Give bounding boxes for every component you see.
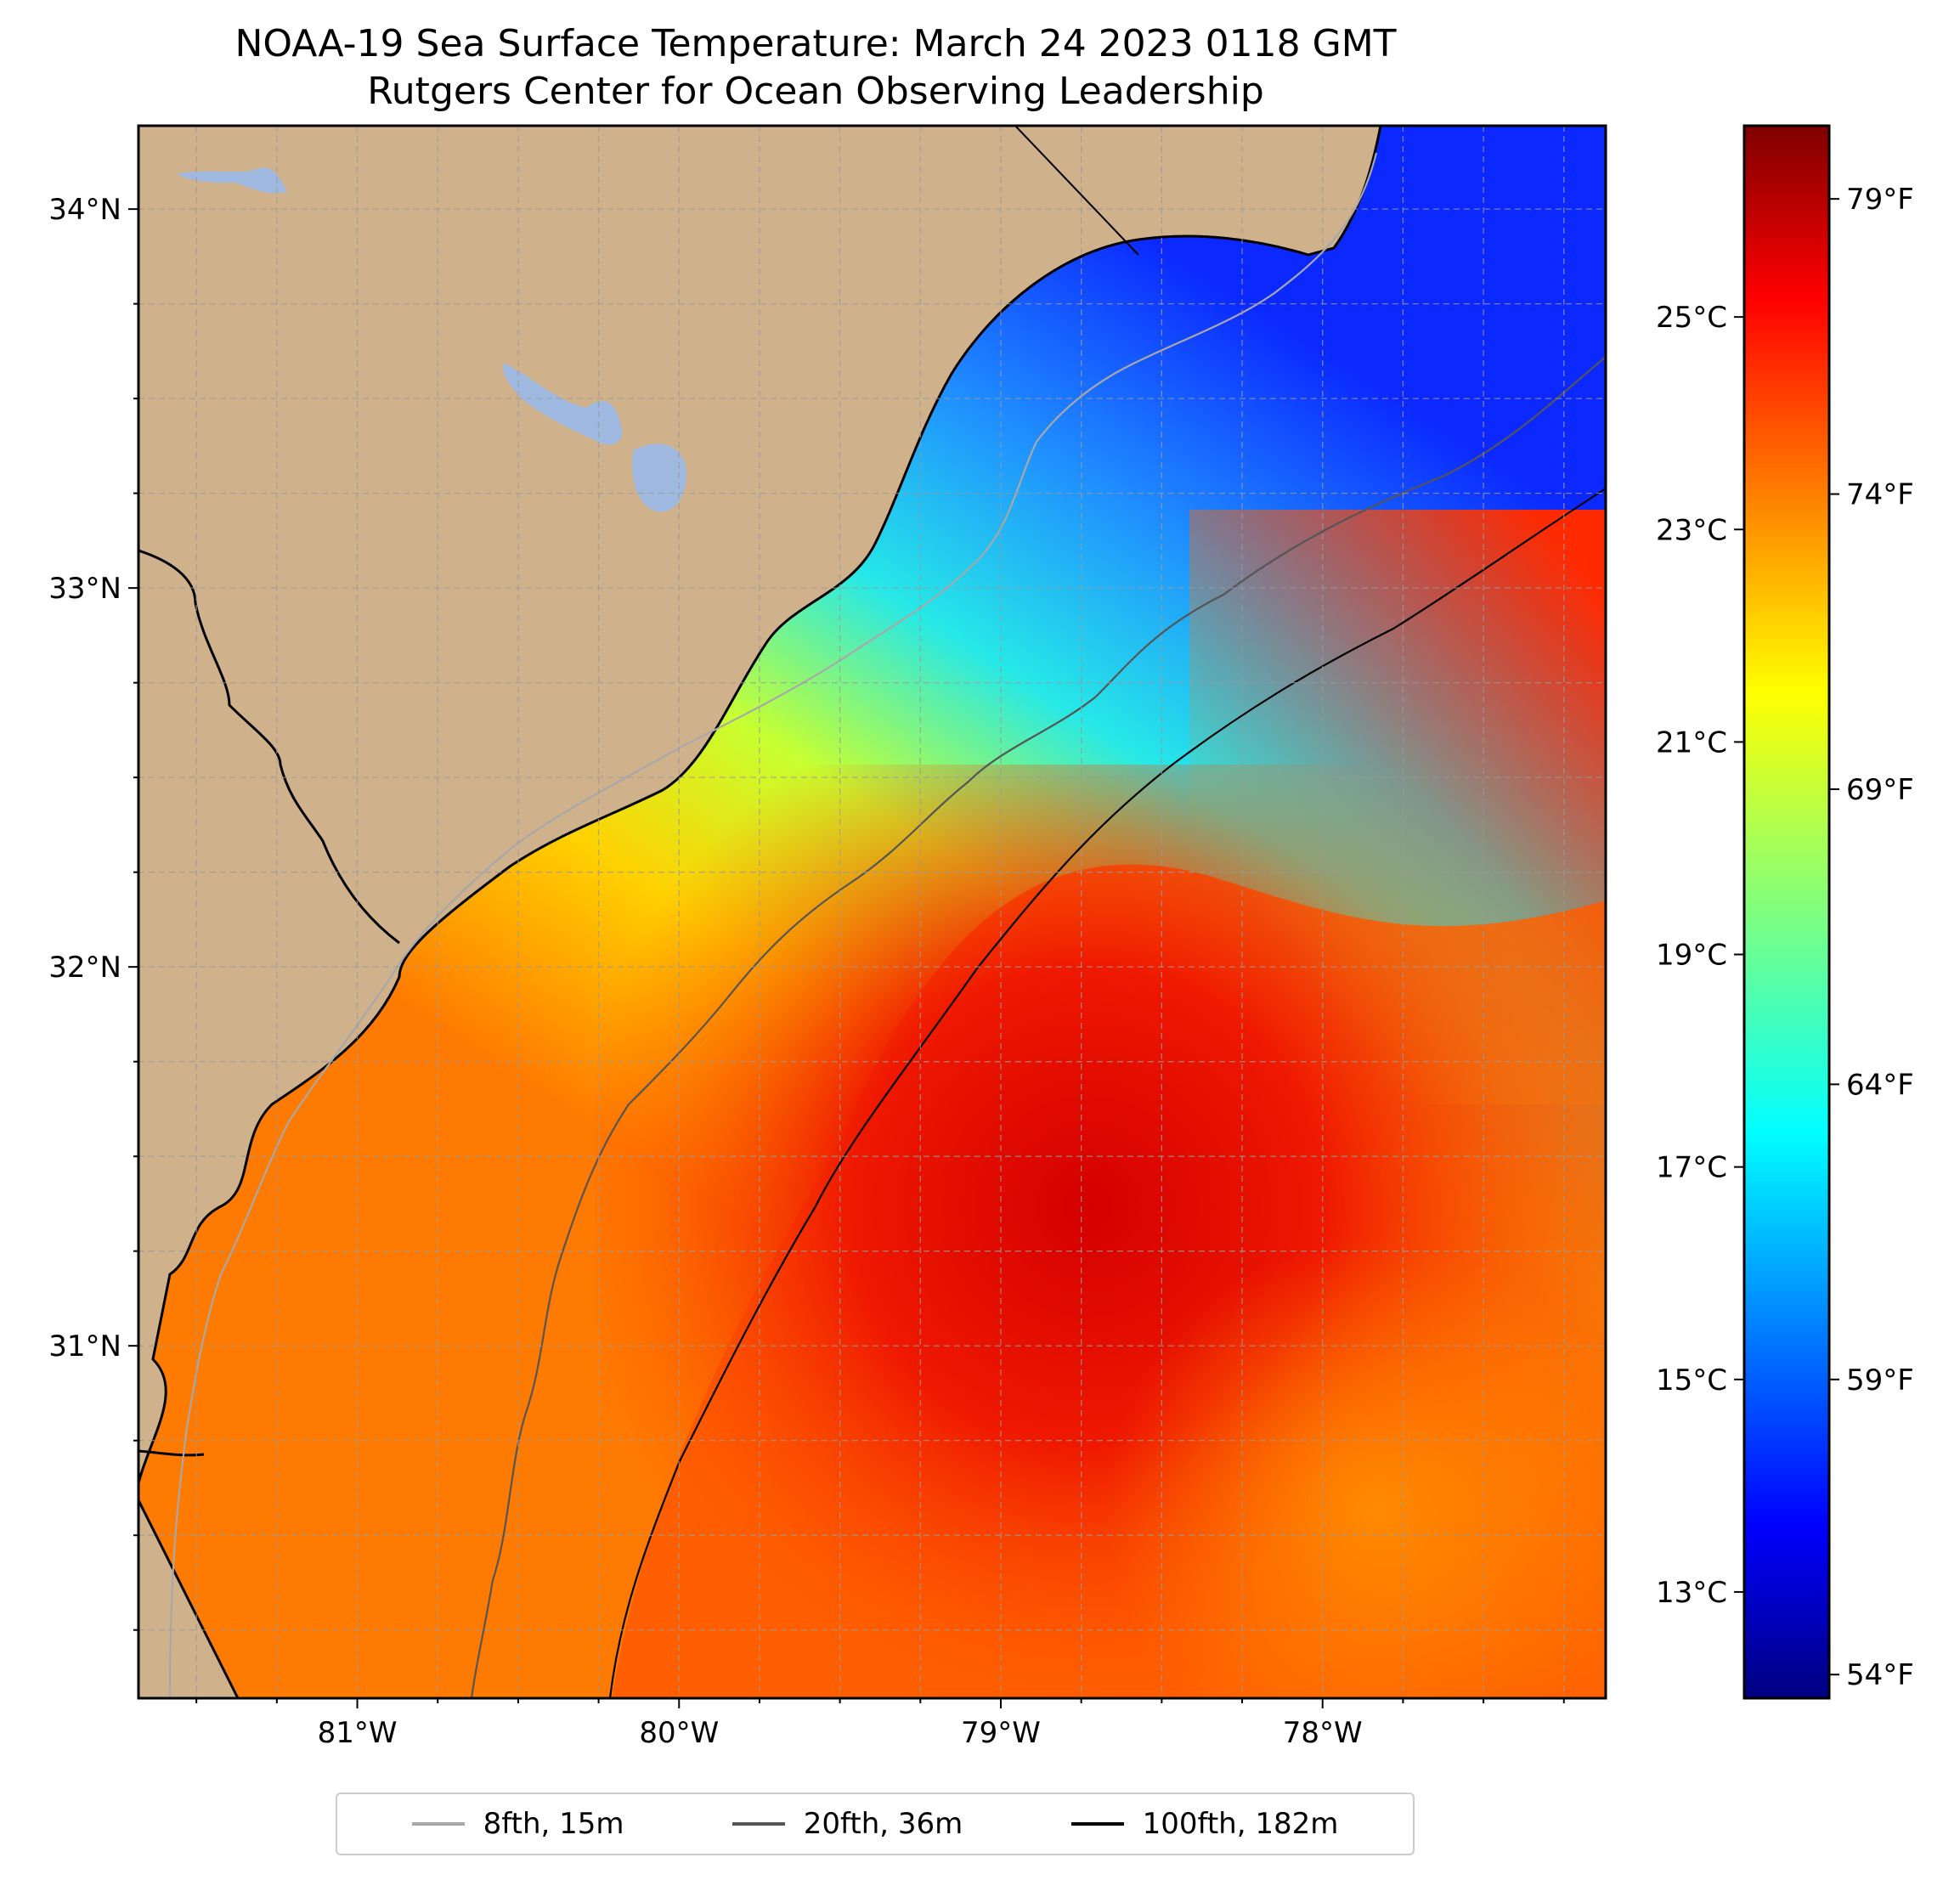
lake-moultrie [632,443,686,512]
coastline [138,126,1382,1698]
latitude-axis: 34°N 33°N 32°N 31°N [48,193,138,1631]
fahrenheit-tick-label: 69°F [1846,773,1914,807]
isobath-legend: 8fth, 15m 20fth, 36m 100fth, 182m [336,1792,1415,1855]
fahrenheit-tick-label: 79°F [1846,183,1914,217]
fahrenheit-tick-label: 64°F [1846,1068,1914,1102]
offshore-warm-eddy [1189,510,1606,1104]
fahrenheit-tick-label: 54°F [1846,1658,1914,1692]
state-border-nc-sc [1014,126,1139,256]
celsius-tick-label: 25°C [1656,301,1727,335]
title-line-2: Rutgers Center for Ocean Observing Leade… [367,70,1264,113]
celsius-tick-label: 15°C [1656,1363,1727,1397]
x-tick-label: 81°W [318,1716,398,1750]
fahrenheit-tick-label: 74°F [1846,478,1914,512]
y-tick-label: 31°N [48,1330,121,1363]
isobath-8fth-15m [168,152,1378,1698]
celsius-tick-label: 21°C [1656,725,1727,759]
map-frame [137,124,1607,1700]
map-plot-area [138,126,1606,1698]
legend-label-20fth: 20fth, 36m [803,1807,963,1841]
x-tick-label: 80°W [639,1716,719,1750]
fahrenheit-tick-label: 59°F [1846,1363,1914,1397]
isobath-20fth-36m [470,356,1606,1698]
land-mass [138,126,1381,1698]
state-border-ga-fl [138,1449,205,1457]
celsius-tick-label: 13°C [1656,1576,1727,1610]
legend-label-8fth: 8fth, 15m [483,1807,624,1841]
colorbar-fahrenheit-axis: 79°F 74°F 69°F 64°F 59°F 54°F [1829,183,1914,1692]
y-tick-label: 33°N [48,572,121,606]
state-border-sc-ga [138,549,400,945]
y-tick-label: 34°N [48,193,121,227]
lake-waccamaw [177,167,287,194]
colorbar-frame [1743,124,1831,1700]
celsius-tick-label: 17°C [1656,1151,1727,1185]
lake-marion [502,363,623,445]
southern-orange-patch [1020,1189,1606,1698]
legend-item-8fth: 8fth, 15m [411,1807,624,1841]
legend-item-20fth: 20fth, 36m [731,1807,963,1841]
celsius-tick-label: 19°C [1656,939,1727,973]
isobath-100fth-182m [608,488,1606,1698]
y-tick-label: 32°N [48,951,121,985]
colorbar: 25°C 23°C 21°C 19°C 17°C 15°C 13°C 79°F 74°F 69°… [1656,124,1914,1700]
x-tick-label: 79°W [961,1716,1041,1750]
colorbar-gradient [1744,126,1829,1698]
legend-swatch-8fth [411,1822,465,1826]
legend-item-100fth: 100fth, 182m [1070,1807,1339,1841]
colorbar-celsius-axis: 25°C 23°C 21°C 19°C 17°C 15°C 13°C [1656,301,1744,1610]
celsius-tick-label: 23°C [1656,513,1727,547]
longitude-axis: 81°W 80°W 79°W 78°W [195,1698,1565,1750]
legend-swatch-20fth [731,1822,785,1826]
x-tick-label: 78°W [1283,1716,1363,1750]
map-title: NOAA-19 Sea Surface Temperature: March 2… [136,20,1495,116]
legend-label-100fth: 100fth, 182m [1142,1807,1339,1841]
gridlines [138,126,1606,1698]
title-line-1: NOAA-19 Sea Surface Temperature: March 2… [234,22,1397,65]
legend-swatch-100fth [1070,1822,1124,1826]
